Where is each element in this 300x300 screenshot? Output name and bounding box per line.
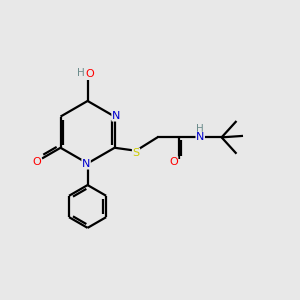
Text: O: O	[32, 157, 41, 167]
Text: H: H	[77, 68, 85, 78]
Text: N: N	[82, 159, 90, 169]
Text: H: H	[196, 124, 204, 134]
Text: O: O	[169, 157, 178, 167]
Text: O: O	[85, 69, 94, 79]
Text: N: N	[112, 111, 120, 121]
Text: S: S	[132, 148, 140, 158]
Text: N: N	[196, 132, 204, 142]
